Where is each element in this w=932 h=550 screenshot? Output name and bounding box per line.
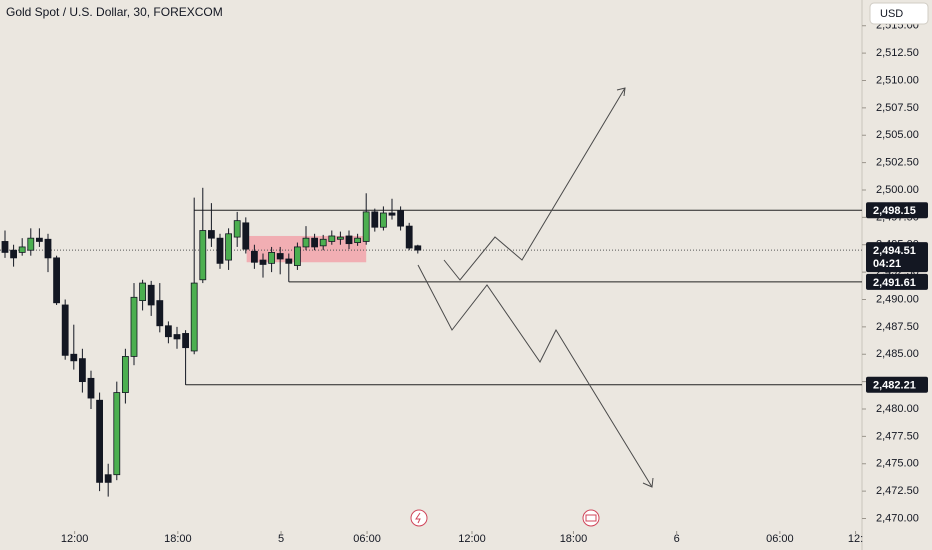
- x-tick-label: 18:00: [164, 533, 192, 545]
- candle-body: [388, 212, 396, 216]
- candle-body: [70, 353, 78, 362]
- candle-body: [216, 237, 224, 264]
- candle-body: [302, 237, 310, 248]
- candle-body: [44, 238, 52, 259]
- candle-body: [276, 253, 284, 260]
- y-tick-label: 2,477.50: [876, 430, 919, 442]
- candle-body: [285, 258, 293, 264]
- event-icons: [410, 509, 600, 527]
- candle-body: [96, 399, 103, 483]
- price-tag: [866, 202, 928, 219]
- price-tag: [866, 273, 928, 290]
- candle-body: [113, 392, 121, 476]
- candle-body: [61, 304, 69, 356]
- event-icon-glyph: [415, 512, 421, 524]
- candle-body: [1, 241, 9, 253]
- x-tick-label: 12:00: [458, 533, 486, 545]
- y-tick-label: 2,512.50: [876, 47, 919, 59]
- candle-body: [173, 334, 181, 340]
- event-icon[interactable]: [410, 509, 428, 527]
- currency-button[interactable]: [869, 2, 929, 25]
- candle-body: [371, 211, 379, 228]
- y-tick-label: 2,507.50: [876, 102, 919, 114]
- candle-body: [319, 238, 327, 247]
- price-tag-label: 2,482.21: [873, 380, 916, 392]
- candle-body: [225, 233, 232, 261]
- y-tick-label: 2,510.00: [876, 74, 919, 86]
- arrow-head: [642, 477, 654, 488]
- y-tick-label: 2,470.00: [876, 512, 919, 524]
- chart-title: Gold Spot / U.S. Dollar, 30, FOREXCOM: [6, 5, 223, 19]
- y-tick-label: 2,472.50: [876, 485, 919, 497]
- candle-body: [207, 230, 215, 239]
- price-tag-label: 2,498.15: [873, 205, 916, 217]
- candle-body: [104, 474, 112, 483]
- projection-arrows: [417, 87, 654, 488]
- x-tick-label: 12:00: [61, 533, 89, 545]
- y-tick-label: 2,500.00: [876, 184, 919, 196]
- projection-down: [417, 264, 653, 488]
- candle-body: [336, 236, 344, 240]
- candle-body: [139, 282, 146, 301]
- candle-body: [130, 296, 138, 357]
- candle-body: [35, 237, 43, 242]
- last-price-tag: [866, 242, 928, 273]
- candle-body: [78, 358, 86, 383]
- last-price-label: 2,494.51: [873, 245, 916, 257]
- x-tick-label: 12:: [848, 533, 863, 545]
- y-tick-label: 2,485.00: [876, 348, 919, 360]
- candle-body: [164, 325, 172, 338]
- event-icon[interactable]: [582, 509, 600, 527]
- candle-body: [53, 257, 60, 304]
- candle-body: [121, 356, 129, 393]
- candle-body: [345, 235, 353, 245]
- candle-body: [242, 222, 250, 250]
- price-tag-label: 2,491.61: [873, 277, 916, 289]
- candle-body: [405, 225, 413, 249]
- x-tick-label: 06:00: [766, 533, 794, 545]
- arrow-head: [616, 87, 626, 97]
- candle-body: [268, 252, 275, 264]
- candle-body: [362, 211, 370, 242]
- candle-body: [190, 282, 198, 352]
- currency-label: USD: [880, 8, 903, 20]
- y-tick-label: 2,487.50: [876, 321, 919, 333]
- y-tick-label: 2,505.00: [876, 129, 919, 141]
- y-tick-label: 2,480.00: [876, 403, 919, 415]
- candle-body: [328, 235, 336, 242]
- candle-body: [293, 246, 301, 266]
- x-tick-label: 18:00: [560, 533, 588, 545]
- y-tick-label: 2,490.00: [876, 293, 919, 305]
- candle-body: [156, 300, 164, 327]
- plot-area: 2,470.00 2,472.50 2,475.00 2,477.50 2,480.00…: [0, 20, 919, 545]
- x-tick-label: 06:00: [353, 533, 381, 545]
- candle-body: [199, 230, 207, 281]
- candle-body: [354, 237, 361, 243]
- price-tag: [866, 376, 928, 393]
- x-tick-label: 6: [674, 533, 680, 545]
- candle-body: [87, 377, 95, 399]
- x-tick-label: 5: [278, 533, 284, 545]
- candle-body: [147, 284, 155, 306]
- candle-body: [18, 246, 26, 253]
- candle-body: [182, 333, 189, 349]
- candle-body: [10, 249, 17, 259]
- candle-body: [311, 237, 318, 248]
- y-tick-label: 2,502.50: [876, 157, 919, 169]
- countdown-label: 04:21: [873, 258, 901, 270]
- y-tick-label: 2,475.00: [876, 458, 919, 470]
- candle-body: [233, 220, 241, 238]
- projection-up: [443, 87, 626, 281]
- candle-body: [250, 250, 258, 263]
- candle-body: [414, 245, 422, 251]
- candle-body: [397, 210, 404, 227]
- event-icon-glyph: [585, 514, 597, 522]
- candle-body: [27, 237, 35, 251]
- candle-body: [259, 259, 267, 265]
- candle-body: [379, 212, 387, 228]
